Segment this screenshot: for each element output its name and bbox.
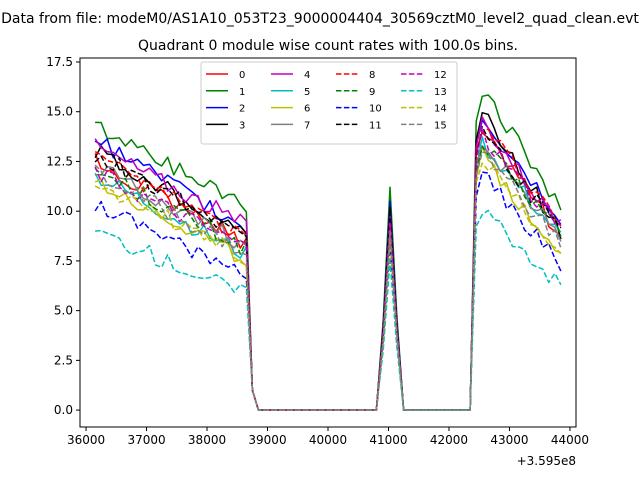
legend-label-3: 3: [239, 120, 245, 131]
series-line-10: [94, 171, 562, 411]
legend-label-6: 6: [304, 104, 310, 115]
y-tick-label: 0.0: [54, 403, 73, 417]
series-line-12: [94, 126, 561, 411]
legend-label-1: 1: [239, 87, 245, 98]
y-tick-label: 10.0: [46, 204, 73, 218]
x-tick-label: 41000: [369, 433, 407, 447]
legend-label-7: 7: [304, 120, 310, 131]
y-tick-label: 17.5: [46, 55, 73, 69]
legend-label-10: 10: [369, 104, 382, 115]
legend-label-5: 5: [304, 87, 310, 98]
axes-frame: [79, 57, 577, 428]
y-tick-label: 15.0: [46, 105, 73, 119]
legend-label-4: 4: [304, 70, 310, 81]
legend-label-0: 0: [239, 70, 245, 81]
legend-label-12: 12: [434, 70, 447, 81]
legend-label-8: 8: [369, 70, 375, 81]
axes-layer: 36000 37000 38000 39000 40000 41000 42000 43000…: [46, 55, 589, 447]
x-tick-label: 44000: [551, 433, 589, 447]
y-tick-label: 5.0: [54, 304, 73, 318]
legend-label-9: 9: [369, 87, 375, 98]
x-tick-label: 39000: [248, 433, 286, 447]
legend-label-11: 11: [369, 120, 382, 131]
y-tick-label: 7.5: [54, 254, 73, 268]
series-layer: [94, 94, 562, 411]
x-offset-label: +3.595e8: [517, 454, 576, 468]
x-tick-label: 43000: [490, 433, 528, 447]
y-tick-label: 12.5: [46, 154, 73, 168]
legend-frame: [200, 61, 458, 145]
figure-suptitle: Data from file: modeM0/AS1A10_053T23_900…: [1, 11, 639, 27]
series-line-15: [94, 151, 562, 411]
series-line-13: [95, 209, 562, 411]
x-tick-label: 38000: [188, 433, 226, 447]
series-line-14: [94, 162, 562, 411]
x-tick-label: 37000: [127, 433, 165, 447]
legend-label-2: 2: [239, 104, 245, 115]
chart-title: Quadrant 0 module wise count rates with …: [138, 38, 518, 54]
legend-label-15: 15: [434, 120, 447, 131]
x-tick-label: 36000: [67, 433, 105, 447]
x-tick-label: 40000: [309, 433, 347, 447]
y-tick-label: 2.5: [54, 353, 73, 367]
x-tick-label: 42000: [430, 433, 468, 447]
legend-label-14: 14: [434, 104, 447, 115]
legend-label-13: 13: [434, 87, 447, 98]
